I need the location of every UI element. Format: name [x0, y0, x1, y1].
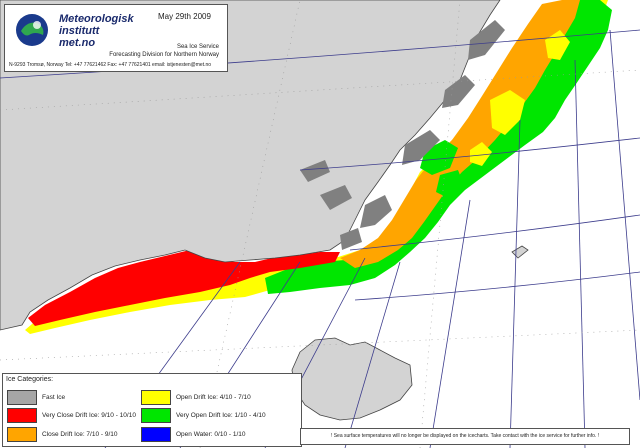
very-close-drift-ice-area — [28, 250, 340, 326]
institute-name: Meteorologisk institutt — [59, 13, 134, 37]
close-drift-ice-area — [340, 0, 580, 268]
legend-item-open-drift: Open Drift Ice: 4/10 - 7/10 — [141, 390, 251, 405]
legend-item-open-water: Open Water: 0/10 - 1/10 — [141, 427, 246, 442]
service-name: Sea Ice Service — [176, 44, 219, 50]
ice-category-legend: Ice Categories: Fast Ice Very Close Drif… — [2, 373, 302, 447]
fast-ice-area — [402, 130, 440, 165]
fast-ice-area — [320, 185, 352, 210]
contact-info: N-9293 Tromsø, Norway Tel: +47 77621462 … — [9, 62, 212, 68]
very-open-drift-ice-patch — [436, 170, 465, 198]
legend-label: Very Close Drift Ice: 9/10 - 10/10 — [42, 412, 136, 419]
legend-swatch — [7, 408, 37, 423]
legend-label: Fast Ice — [42, 394, 66, 401]
legend-swatch — [7, 427, 37, 442]
legend-swatch — [141, 390, 171, 405]
chart-date: May 29th 2009 — [158, 12, 211, 21]
legend-swatch — [7, 390, 37, 405]
iceland-landmass — [291, 337, 413, 421]
institute-name-line1: Meteorologisk — [59, 13, 134, 25]
legend-item-close-drift: Close Drift Ice: 7/10 - 9/10 — [7, 427, 118, 442]
fast-ice-area — [442, 75, 475, 108]
fast-ice-area — [468, 20, 505, 60]
chart-header: Meteorologisk institutt met.no May 29th … — [4, 4, 228, 72]
fast-ice-area — [300, 160, 330, 182]
legend-item-very-close-drift: Very Close Drift Ice: 9/10 - 10/10 — [7, 408, 136, 423]
legend-swatch — [141, 408, 171, 423]
website-label: met.no — [59, 37, 96, 49]
legend-item-fast-ice: Fast Ice — [7, 390, 65, 405]
legend-swatch — [141, 427, 171, 442]
met-logo-icon — [16, 14, 48, 46]
fast-ice-area — [340, 228, 362, 250]
legend-label: Open Water: 0/10 - 1/10 — [176, 431, 246, 438]
institute-name-line2: institutt — [59, 25, 100, 37]
ice-bands — [25, 0, 612, 334]
legend-label: Open Drift Ice: 4/10 - 7/10 — [176, 394, 251, 401]
legend-label: Very Open Drift Ice: 1/10 - 4/10 — [176, 412, 266, 419]
sst-notice: ! Sea surface temperatures will no longe… — [300, 428, 630, 445]
legend-title: Ice Categories: — [6, 376, 54, 383]
fast-ice-area — [360, 195, 392, 228]
division-name: Forecasting Division for Northern Norway — [109, 52, 219, 58]
greenland-landmass — [0, 0, 505, 331]
open-drift-ice-patch — [470, 142, 492, 166]
legend-label: Close Drift Ice: 7/10 - 9/10 — [42, 431, 118, 438]
legend-item-very-open-drift: Very Open Drift Ice: 1/10 - 4/10 — [141, 408, 266, 423]
open-drift-ice-patch — [490, 90, 525, 135]
